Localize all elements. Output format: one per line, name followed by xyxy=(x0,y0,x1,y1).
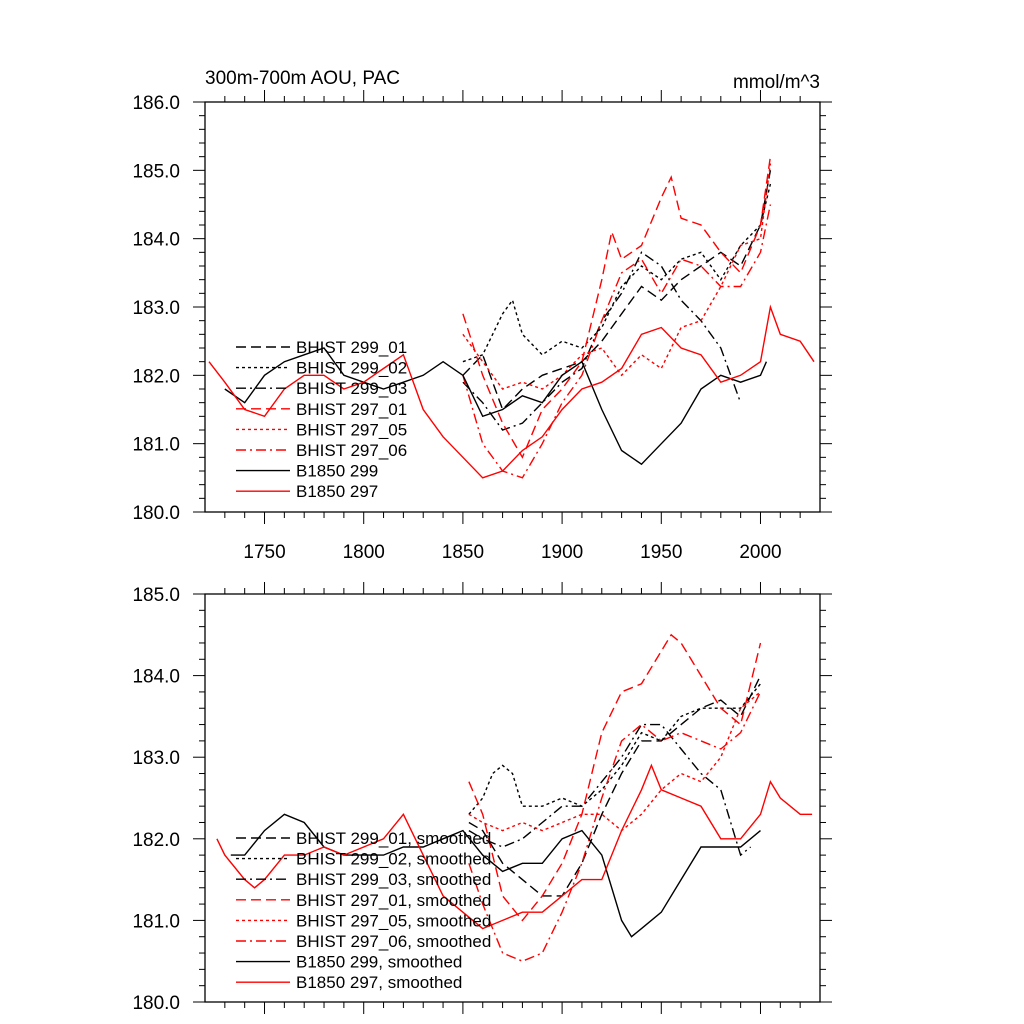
series-line xyxy=(462,183,772,363)
series-line xyxy=(230,813,761,938)
y-tick-label: 180.0 xyxy=(132,993,180,1014)
series-line xyxy=(224,347,768,466)
legend-label: BHIST 299_03 xyxy=(296,379,407,398)
x-tick-label: 1950 xyxy=(640,542,682,563)
y-tick-label: 180.0 xyxy=(132,503,180,524)
legend-label: BHIST 297_01 xyxy=(296,400,407,419)
series-line xyxy=(462,170,772,411)
series-line xyxy=(468,683,762,815)
series-line xyxy=(462,251,742,431)
y-tick-label: 183.0 xyxy=(132,748,180,769)
legend-label: BHIST 297_05 xyxy=(296,420,407,439)
series-line xyxy=(468,691,761,832)
x-tick-label: 1850 xyxy=(442,542,484,563)
x-tick-label: 1800 xyxy=(343,542,385,563)
y-tick-label: 186.0 xyxy=(132,93,180,114)
x-tick-label: 2000 xyxy=(739,542,781,563)
series-line xyxy=(462,163,772,390)
legend-label: BHIST 297_06 xyxy=(296,441,407,460)
series-line xyxy=(468,723,752,857)
series-line xyxy=(462,156,772,459)
y-tick-label: 182.0 xyxy=(132,366,180,387)
series-line xyxy=(468,691,762,962)
legend-label: BHIST 299_02, smoothed xyxy=(296,850,491,869)
series-line xyxy=(468,633,762,922)
legend-label: B1850 297 xyxy=(296,482,378,501)
legend-label: BHIST 297_06, smoothed xyxy=(296,932,491,951)
y-tick-label: 184.0 xyxy=(132,230,180,251)
series-line xyxy=(216,763,813,930)
series-line xyxy=(462,204,772,479)
y-tick-label: 181.0 xyxy=(132,435,180,456)
series-line xyxy=(208,304,815,479)
y-tick-label: 182.0 xyxy=(132,830,180,851)
y-tick-label: 184.0 xyxy=(132,667,180,688)
legend-label: BHIST 299_01 xyxy=(296,338,407,357)
y-tick-label: 185.0 xyxy=(132,161,180,182)
legend-label: B1850 297, smoothed xyxy=(296,973,462,992)
legend-label: BHIST 297_01, smoothed xyxy=(296,891,491,910)
units-label: mmol/m^3 xyxy=(733,72,820,93)
top-panel: 180.0 181.0 182.0 183.0 184.0 185.0 186.0 1750 1… xyxy=(132,68,832,563)
y-tick-label: 181.0 xyxy=(132,911,180,932)
x-tick-label: 1900 xyxy=(541,542,583,563)
legend-label: B1850 299 xyxy=(296,462,378,481)
plot-frame xyxy=(204,593,821,1003)
y-tick-label: 183.0 xyxy=(132,298,180,319)
legend-label: BHIST 299_03, smoothed xyxy=(296,870,491,889)
legend-label: BHIST 299_02 xyxy=(296,359,407,378)
legend-label: BHIST 299_01, smoothed xyxy=(296,829,491,848)
series-group xyxy=(208,156,815,479)
legend-label: BHIST 297_05, smoothed xyxy=(296,911,491,930)
series-group xyxy=(216,633,813,962)
x-tick-label: 1750 xyxy=(243,542,285,563)
series-line xyxy=(468,675,762,897)
chart-title: 300m-700m AOU, PAC xyxy=(205,68,400,89)
bottom-panel: 180.0 181.0 182.0 183.0 184.0 185.0 BHIST 299_… xyxy=(132,582,832,1014)
legend-label: B1850 299, smoothed xyxy=(296,953,462,972)
y-tick-label: 185.0 xyxy=(132,585,180,606)
